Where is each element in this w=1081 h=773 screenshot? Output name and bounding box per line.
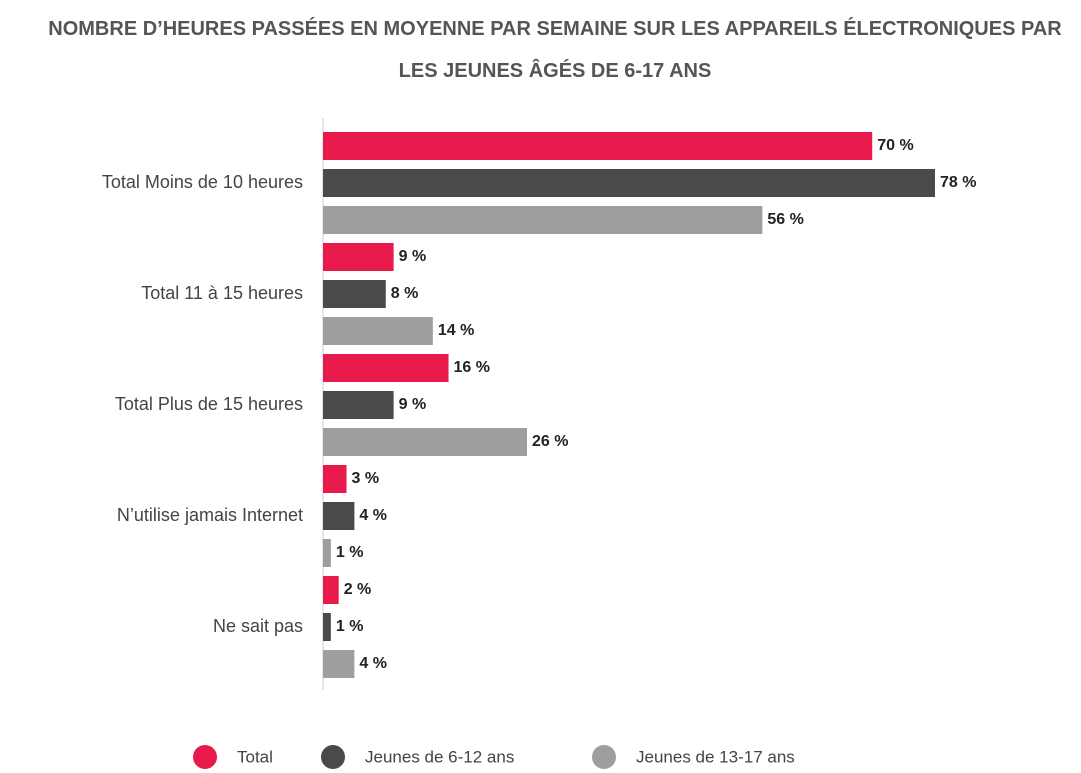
value-label: 1 % — [336, 618, 364, 635]
value-label: 4 % — [359, 655, 387, 672]
legend-swatch — [193, 745, 217, 769]
value-label: 9 % — [399, 248, 427, 265]
value-label: 3 % — [352, 470, 380, 487]
value-label: 2 % — [344, 581, 372, 598]
legend-label: Jeunes de 6-12 ans — [365, 747, 514, 766]
value-label: 56 % — [767, 211, 803, 228]
bar — [323, 465, 347, 493]
legend-swatch — [592, 745, 616, 769]
bar — [323, 428, 527, 456]
bar — [323, 613, 331, 641]
value-label: 78 % — [940, 174, 976, 191]
bar — [323, 576, 339, 604]
category-label: Total Plus de 15 heures — [115, 394, 303, 414]
bar — [323, 317, 433, 345]
legend-label: Jeunes de 13-17 ans — [636, 747, 795, 766]
legend-label: Total — [237, 747, 273, 766]
category-label: N’utilise jamais Internet — [117, 505, 303, 525]
value-label: 8 % — [391, 285, 419, 302]
value-label: 14 % — [438, 322, 474, 339]
bar — [323, 280, 386, 308]
value-label: 26 % — [532, 433, 568, 450]
bar — [323, 502, 355, 530]
category-label: Ne sait pas — [213, 616, 303, 636]
bar — [323, 243, 394, 271]
bar — [323, 206, 763, 234]
value-label: 4 % — [359, 507, 387, 524]
chart-title: NOMBRE D’HEURES PASSÉES EN MOYENNE PAR S… — [48, 18, 1062, 82]
bar — [323, 132, 873, 160]
bar — [323, 650, 355, 678]
bar — [323, 539, 331, 567]
value-label: 16 % — [454, 359, 490, 376]
legend-swatch — [321, 745, 345, 769]
value-label: 70 % — [877, 137, 913, 154]
category-label: Total Moins de 10 heures — [102, 172, 303, 192]
bar — [323, 354, 449, 382]
value-label: 1 % — [336, 544, 364, 561]
value-label: 9 % — [399, 396, 427, 413]
bar — [323, 169, 935, 197]
category-label: Total 11 à 15 heures — [141, 283, 303, 303]
bar — [323, 391, 394, 419]
